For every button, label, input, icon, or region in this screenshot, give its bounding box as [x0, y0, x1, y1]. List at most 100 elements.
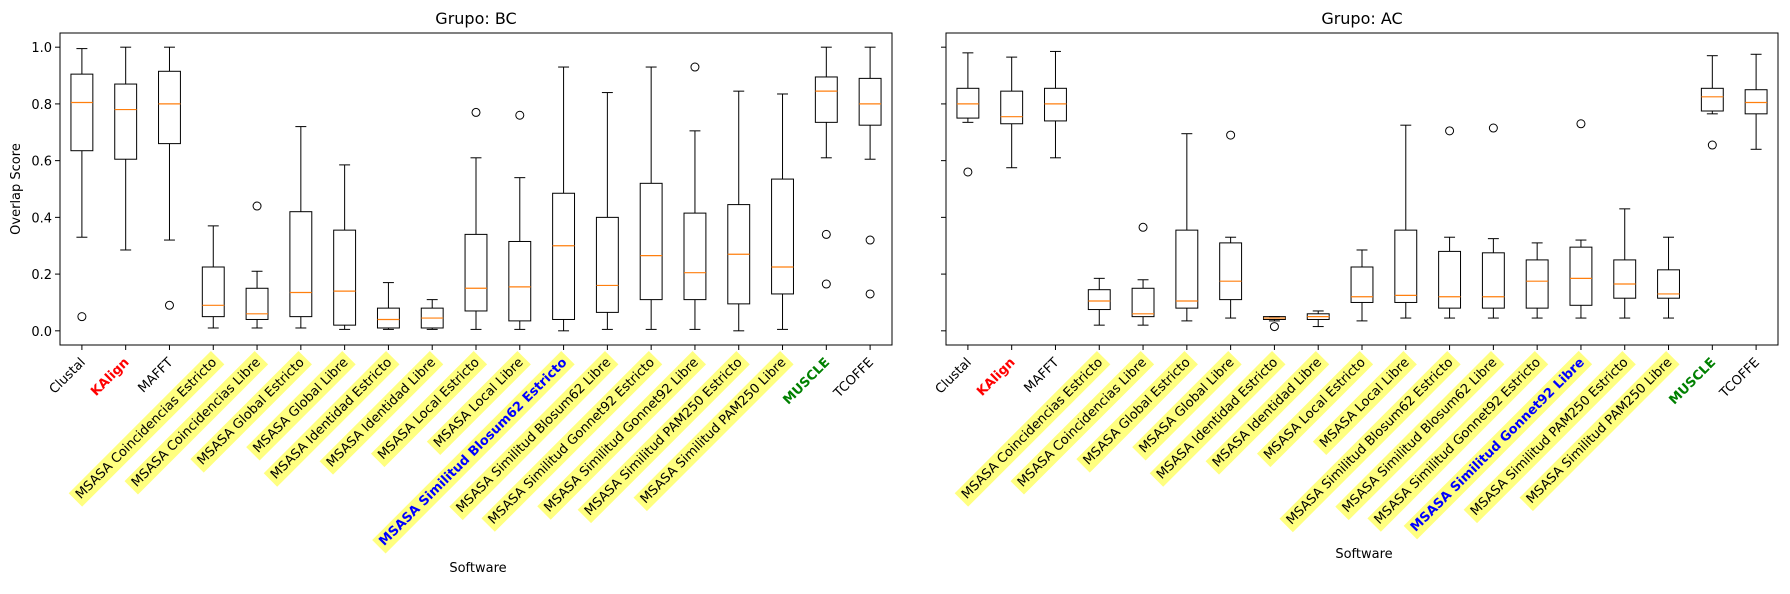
- x-tick-label-highlight: [1076, 350, 1198, 473]
- x-tick-label: MAFFT: [1021, 355, 1062, 396]
- x-tick-label-highlight: [1256, 350, 1374, 468]
- iqr-box: [683, 212, 707, 301]
- iqr-box: [158, 70, 181, 145]
- box-12: [1438, 126, 1462, 319]
- x-tick-label-highlight: [246, 350, 356, 461]
- x-tick-label: KAlign: [974, 355, 1018, 399]
- box-19: [858, 46, 882, 299]
- x-tick-label-highlight: [1312, 350, 1417, 456]
- box-1: [956, 52, 980, 177]
- iqr-box: [1657, 269, 1680, 299]
- y-axis-label: Overlap Score: [9, 143, 24, 235]
- x-tick-label: KAlign: [88, 355, 132, 399]
- iqr-box: [814, 76, 838, 123]
- x-tick-label-highlight: [426, 350, 531, 456]
- iqr-box: [1744, 89, 1768, 115]
- box-2: [1000, 56, 1024, 169]
- outlier-point: [1445, 126, 1455, 136]
- x-tick-label-highlight: [633, 350, 794, 512]
- iqr-box: [771, 178, 794, 295]
- outlier-point: [252, 201, 262, 211]
- iqr-box: [1700, 87, 1724, 112]
- box-9: [420, 299, 444, 330]
- outlier-point: [821, 229, 831, 239]
- box-9: [1306, 310, 1330, 328]
- box-17: [771, 93, 794, 330]
- outlier-point: [1576, 119, 1586, 129]
- box-15: [1569, 119, 1593, 319]
- box-3: [158, 46, 181, 310]
- x-tick-label-highlight: [537, 350, 707, 520]
- box-11: [508, 110, 532, 330]
- box-7: [333, 164, 357, 330]
- y-tick-label: 0.2: [31, 268, 52, 283]
- iqr-box: [289, 211, 313, 318]
- outlier-point: [963, 167, 973, 177]
- box-7: [1219, 130, 1243, 319]
- outlier-point: [865, 289, 875, 299]
- x-tick-label-highlight: [1010, 350, 1155, 495]
- outlier-point: [690, 62, 700, 72]
- box-14: [639, 66, 663, 330]
- plot-frame: [59, 32, 893, 346]
- iqr-box: [552, 192, 576, 320]
- iqr-box: [1044, 87, 1067, 122]
- x-tick-label: TCOFFE: [830, 355, 876, 401]
- outlier-point: [471, 107, 481, 117]
- x-tick-label-highlight: [1463, 350, 1636, 524]
- iqr-box: [70, 73, 94, 152]
- panel-title: Grupo: BC: [435, 9, 516, 28]
- box-18: [1700, 55, 1724, 150]
- iqr-box: [333, 229, 357, 326]
- x-tick-label-highlight: [1149, 350, 1286, 487]
- box-19: [1744, 53, 1768, 150]
- x-tick-label-highlight: [449, 350, 619, 521]
- x-tick-label-highlight: [370, 350, 488, 468]
- x-axis-label: Software: [1335, 547, 1392, 562]
- outlier-point: [164, 300, 174, 310]
- x-tick-label-highlight: [1403, 350, 1593, 540]
- iqr-box: [1219, 242, 1243, 301]
- x-tick-label-highlight: [372, 350, 575, 554]
- box-2: [114, 46, 138, 251]
- x-tick-label-highlight: [1279, 350, 1461, 533]
- iqr-box: [201, 266, 225, 318]
- box-15: [683, 62, 707, 330]
- outlier-point: [1269, 322, 1279, 332]
- box-11: [1394, 124, 1418, 319]
- x-tick-label-highlight: [1367, 350, 1549, 532]
- box-16: [1613, 208, 1637, 319]
- iqr-box: [1613, 259, 1637, 299]
- iqr-box: [1438, 250, 1462, 309]
- box-8: [1262, 316, 1286, 332]
- iqr-box: [1175, 229, 1199, 309]
- box-13: [1481, 123, 1505, 319]
- iqr-box: [1481, 252, 1505, 309]
- iqr-box: [376, 307, 400, 329]
- iqr-box: [639, 182, 663, 301]
- iqr-box: [114, 83, 138, 160]
- iqr-box: [1000, 90, 1024, 125]
- y-tick-label: 0.6: [31, 155, 52, 170]
- x-tick-label: MAFFT: [135, 355, 176, 396]
- x-tick-label-highlight: [190, 350, 312, 473]
- box-10: [1350, 249, 1374, 322]
- box-6: [1175, 133, 1199, 322]
- iqr-box: [1087, 289, 1111, 311]
- iqr-box: [1350, 266, 1374, 303]
- box-12: [552, 66, 576, 332]
- iqr-box: [508, 240, 532, 322]
- outlier-point: [1707, 140, 1717, 150]
- outlier-point: [1226, 130, 1236, 140]
- x-tick-label-highlight: [481, 350, 663, 532]
- iqr-box: [1525, 259, 1549, 309]
- box-5: [1131, 222, 1155, 326]
- y-tick-label: 0.8: [31, 98, 52, 113]
- plot-frame: [945, 32, 1779, 346]
- x-tick-label: TCOFFE: [1716, 355, 1762, 401]
- box-5: [245, 201, 269, 329]
- x-axis-label: Software: [449, 561, 506, 576]
- box-4: [201, 225, 225, 329]
- x-tick-label-highlight: [1335, 350, 1505, 521]
